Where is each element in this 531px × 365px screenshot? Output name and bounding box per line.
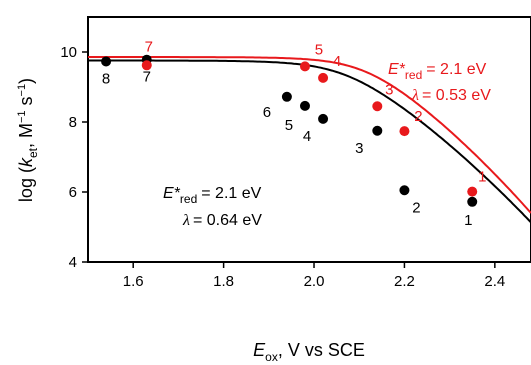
x-tick-label: 1.6 <box>123 273 144 290</box>
y-label-k: k <box>16 157 36 167</box>
x-label-post: , V vs SCE <box>278 340 365 360</box>
annotation-red-lambda: λ <box>411 87 419 104</box>
x-tick-label: 2.4 <box>484 273 505 290</box>
point-label: 6 <box>263 104 271 121</box>
point-label: 1 <box>464 212 472 229</box>
y-label-sub: et <box>26 147 40 158</box>
svg-text:λ= 0.53 eV: λ = 0.53 eV <box>411 87 491 104</box>
data-point <box>372 125 383 136</box>
x-label-e: E <box>253 340 266 360</box>
annotation-red: E*red = 2.1 eV λ = 0.53 eV <box>388 61 491 104</box>
x-tick-label: 2.0 <box>304 273 325 290</box>
point-label: 2 <box>412 199 420 216</box>
data-point <box>399 185 410 196</box>
annotation-black-sub: red <box>180 192 197 206</box>
annotation-black-lambda-value: = 0.64 eV <box>193 212 262 229</box>
point-label: 3 <box>385 81 393 98</box>
data-point <box>399 126 410 137</box>
point-label: 2 <box>414 108 422 125</box>
x-tick-label: 1.8 <box>213 273 234 290</box>
point-label: 7 <box>145 38 153 55</box>
fit-curve-series-1 <box>88 56 531 214</box>
y-label-post: ) <box>16 78 36 84</box>
point-label: 5 <box>285 117 293 134</box>
point-label: 7 <box>143 69 151 86</box>
y-label-pre: log ( <box>16 167 36 202</box>
point-label: 4 <box>303 128 311 145</box>
data-point <box>318 72 329 83</box>
y-axis-label: log (ket, M−1 s−1) <box>16 78 40 202</box>
y-tick-label: 6 <box>69 184 77 201</box>
data-point <box>467 196 478 207</box>
data-point <box>141 60 152 71</box>
data-point <box>299 100 310 111</box>
annotation-black-lambda: λ <box>182 212 190 229</box>
data-point <box>318 113 329 124</box>
annotation-red-sub: red <box>405 68 422 82</box>
point-label: 1 <box>478 169 486 186</box>
y-label-sup1: −1 <box>16 110 28 123</box>
svg-text:λ= 0.64 eV: λ = 0.64 eV <box>182 212 262 229</box>
data-point <box>299 61 310 72</box>
point-label: 4 <box>333 53 341 70</box>
annotation-red-e: E* <box>388 61 406 78</box>
data-point <box>281 91 292 102</box>
y-label-s: s <box>16 96 36 110</box>
point-label: 5 <box>315 41 323 58</box>
annotation-black-e: E* <box>163 185 181 202</box>
data-point <box>372 101 383 112</box>
annotation-black: E*red = 2.1 eV λ = 0.64 eV <box>163 185 262 229</box>
y-label-sup2: −1 <box>16 84 28 97</box>
annotation-red-value: = 2.1 eV <box>426 61 486 78</box>
point-label: 3 <box>355 140 363 157</box>
annotation-red-lambda-value: = 0.53 eV <box>422 87 491 104</box>
svg-text:E*red= 2.1 eV: E*red = 2.1 eV <box>388 61 487 82</box>
data-point <box>467 186 478 197</box>
y-label-units: , M <box>16 123 36 148</box>
data-point <box>101 56 112 67</box>
y-tick-label: 4 <box>69 254 77 271</box>
x-label-sub: ox <box>265 350 278 364</box>
y-tick-label: 8 <box>69 114 77 131</box>
plot-frame <box>87 16 531 263</box>
annotation-black-value: = 2.1 eV <box>201 185 261 202</box>
x-tick-label: 2.2 <box>394 273 415 290</box>
point-label: 8 <box>102 70 110 87</box>
svg-text:E*red= 2.1 eV: E*red = 2.1 eV <box>163 185 262 206</box>
x-axis-label: Eox, V vs SCE <box>253 340 365 364</box>
y-tick-label: 10 <box>60 44 77 61</box>
